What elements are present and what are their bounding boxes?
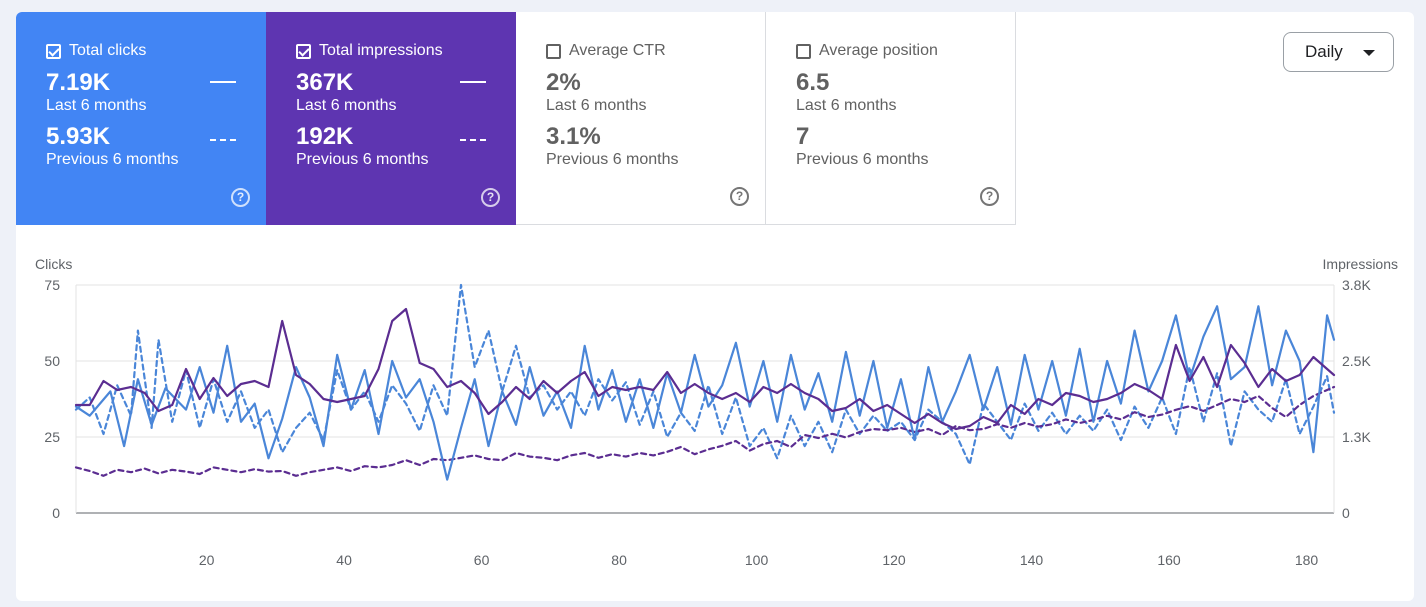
dashed-line-legend-icon [460,139,486,141]
clicks-previous-line [74,283,1336,466]
metric-card-header: Total impressions [296,42,516,60]
performance-chart[interactable]: Clicks Impressions 0 25 50 75 0 1.3K 2.5K 3.8K… [16,12,1414,601]
metric-card-average-position[interactable]: Average position 6.5 Last 6 months 7 Pre… [766,12,1016,225]
metric-previous-period: Previous 6 months [546,151,679,168]
impressions-current-line [74,307,1336,431]
x-tick-label: 40 [336,552,352,568]
period-dropdown[interactable]: Daily [1283,32,1394,72]
x-tick-label: 140 [1020,552,1044,568]
metric-current-value: 7.19K [46,69,111,96]
checkbox-checked-icon[interactable] [46,43,61,59]
metric-card-header: Average CTR [546,42,765,60]
metric-card-average-ctr[interactable]: Average CTR 2% Last 6 months 3.1% Previo… [516,12,766,225]
metric-previous-period: Previous 6 months [296,151,429,168]
help-icon[interactable]: ? [481,188,500,207]
right-axis-ticks: 0 1.3K 2.5K 3.8K [1342,277,1371,521]
impressions-previous-line [74,385,1336,477]
left-axis-title: Clicks [35,256,72,272]
period-dropdown-value: Daily [1305,42,1343,61]
x-tick-label: 80 [611,552,627,568]
metric-card-header: Average position [796,42,1015,60]
metric-label: Average CTR [569,42,666,59]
metric-previous-value: 5.93K [46,123,111,150]
chart-series [74,283,1336,481]
performance-panel: Total clicks 7.19K Last 6 months 5.93K P… [16,12,1414,601]
x-tick-label: 120 [882,552,906,568]
checkbox-unchecked-icon[interactable] [546,43,561,59]
metric-card-total-impressions[interactable]: Total impressions 367K Last 6 months 192… [266,12,516,225]
caret-down-icon [1363,50,1375,56]
right-tick-label: 2.5K [1342,353,1371,369]
metric-current-period: Last 6 months [46,97,147,114]
metric-label: Total impressions [319,42,443,59]
metric-current-period: Last 6 months [296,97,397,114]
left-axis-ticks: 0 25 50 75 [44,277,60,521]
metric-card-header: Total clicks [46,42,266,60]
right-tick-label: 0 [1342,505,1350,521]
chart-grid [75,284,1335,514]
left-tick-label: 75 [44,277,60,293]
metric-previous-value: 3.1% [546,123,601,150]
checkbox-checked-icon[interactable] [296,43,311,59]
metric-current-period: Last 6 months [796,97,897,114]
clicks-current-line [74,305,1336,481]
solid-line-legend-icon [460,81,486,83]
metric-previous-period: Previous 6 months [796,151,929,168]
metric-current-value: 6.5 [796,69,830,96]
help-icon[interactable]: ? [980,187,999,206]
metric-label: Average position [819,42,938,59]
left-tick-label: 50 [44,353,60,369]
metric-current-value: 367K [296,69,354,96]
dashed-line-legend-icon [210,139,236,141]
left-tick-label: 25 [44,429,60,445]
x-tick-label: 100 [745,552,769,568]
metric-card-total-clicks[interactable]: Total clicks 7.19K Last 6 months 5.93K P… [16,12,266,225]
x-tick-label: 60 [474,552,490,568]
x-tick-label: 180 [1295,552,1319,568]
x-tick-label: 20 [199,552,215,568]
right-tick-label: 1.3K [1342,429,1371,445]
metric-previous-period: Previous 6 months [46,151,179,168]
metric-previous-value: 7 [796,123,810,150]
x-axis-ticks: 20 40 60 80 100 120 140 160 180 [199,552,1319,568]
help-icon[interactable]: ? [730,187,749,206]
left-tick-label: 0 [52,505,60,521]
right-tick-label: 3.8K [1342,277,1371,293]
metric-current-period: Last 6 months [546,97,647,114]
right-axis-title: Impressions [1323,256,1398,272]
x-tick-label: 160 [1157,552,1181,568]
metric-label: Total clicks [69,42,147,59]
help-icon[interactable]: ? [231,188,250,207]
checkbox-unchecked-icon[interactable] [796,43,811,59]
solid-line-legend-icon [210,81,236,83]
metric-previous-value: 192K [296,123,354,150]
metric-current-value: 2% [546,69,581,96]
